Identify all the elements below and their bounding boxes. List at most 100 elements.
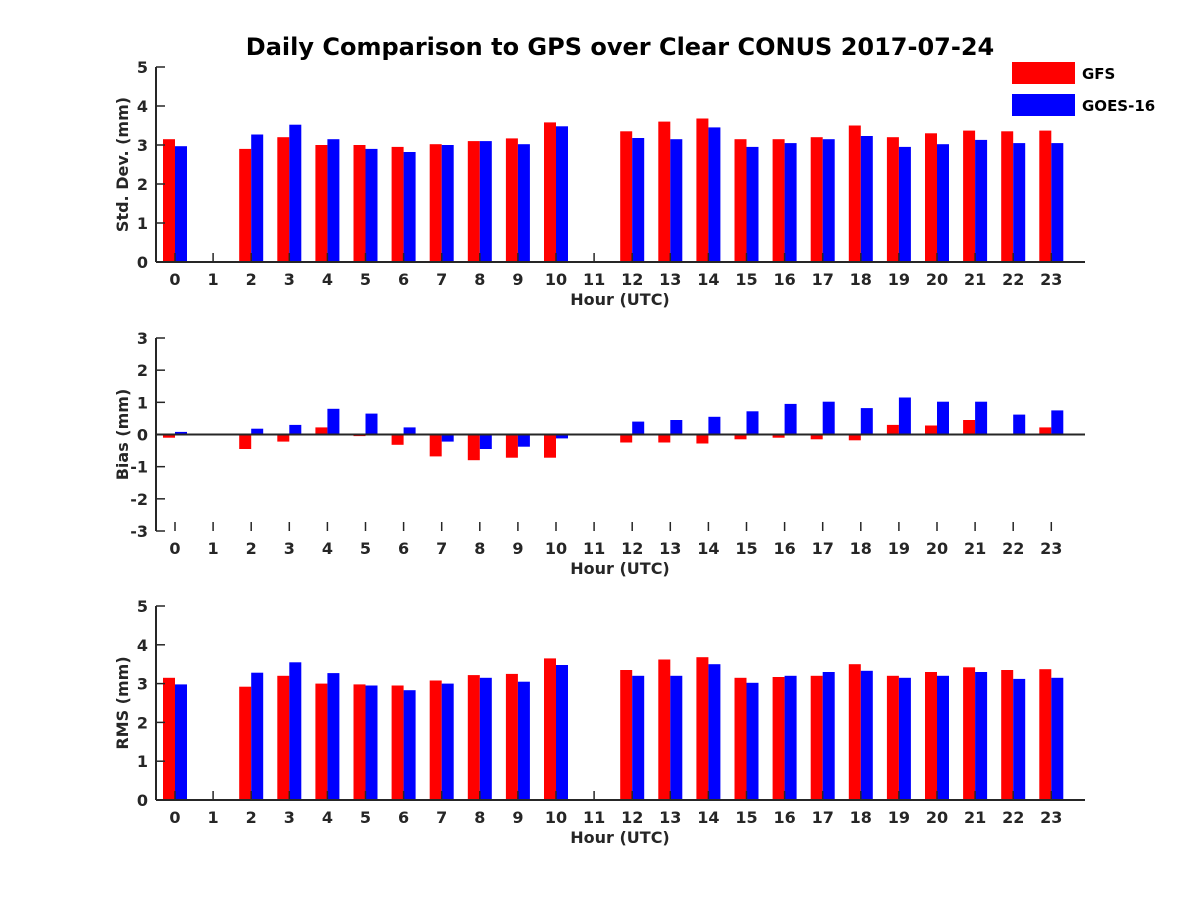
rms-bar-goes16-hour-0 — [175, 684, 187, 800]
std-dev-x-tick-label: 11 — [583, 270, 605, 289]
bias-bar-gfs-hour-3 — [277, 434, 290, 442]
bias-x-tick-label: 22 — [1002, 539, 1024, 558]
bias-x-tick-label: 2 — [246, 539, 257, 558]
std-dev-x-tick-label: 23 — [1040, 270, 1062, 289]
bias-bar-gfs-hour-7 — [429, 434, 442, 457]
bias-bar-gfs-hour-2 — [239, 434, 252, 449]
bias-x-tick-label: 21 — [964, 539, 986, 558]
std-dev-bar-goes16-hour-6 — [403, 152, 416, 262]
bias-x-tick-label: 14 — [697, 539, 719, 558]
std-dev-bar-goes16-hour-3 — [289, 124, 302, 262]
bias-bar-gfs-hour-13 — [658, 434, 671, 443]
rms-bar-goes16-hour-8 — [479, 677, 492, 800]
bias-y-tick-label: 3 — [137, 329, 148, 348]
rms-bar-goes16-hour-7 — [441, 683, 454, 800]
std-dev-bar-gfs-hour-19 — [886, 137, 899, 262]
rms-bar-gfs-hour-9 — [505, 673, 518, 800]
rms-bar-gfs-hour-7 — [429, 680, 442, 800]
std-dev-bar-goes16-hour-18 — [860, 136, 873, 262]
rms-bar-gfs-hour-8 — [467, 675, 480, 800]
bias-bar-gfs-hour-20 — [925, 425, 937, 435]
bias-x-tick-label: 5 — [360, 539, 371, 558]
rms-x-tick-label: 7 — [436, 808, 447, 827]
rms-bar-goes16-hour-14 — [708, 664, 721, 800]
std-dev-x-tick-label: 8 — [474, 270, 485, 289]
std-dev-bar-gfs-hour-14 — [696, 118, 709, 262]
rms-x-tick-label: 6 — [398, 808, 409, 827]
std-dev-y-tick-label: 1 — [137, 214, 148, 233]
std-dev-bar-goes16-hour-10 — [556, 126, 568, 262]
bias-bar-goes16-hour-20 — [937, 401, 949, 435]
std-dev-bar-goes16-hour-2 — [251, 134, 264, 262]
rms-x-tick-label: 20 — [926, 808, 948, 827]
std-dev-x-tick-label: 22 — [1002, 270, 1024, 289]
bias-x-tick-label: 4 — [322, 539, 333, 558]
rms-bar-goes16-hour-6 — [403, 690, 416, 800]
bias-bar-gfs-hour-23 — [1039, 427, 1052, 435]
std-dev-bar-gfs-hour-7 — [429, 144, 442, 262]
std-dev-bar-gfs-hour-6 — [391, 146, 404, 262]
rms-bar-gfs-hour-2 — [239, 686, 252, 800]
bias-bar-goes16-hour-0 — [175, 431, 187, 435]
bias-x-tick-label: 9 — [512, 539, 523, 558]
bias-x-tick-label: 16 — [773, 539, 795, 558]
std-dev-bar-gfs-hour-23 — [1039, 130, 1052, 262]
rms-bar-gfs-hour-17 — [810, 675, 823, 800]
rms-bar-gfs-hour-23 — [1039, 669, 1052, 800]
bias-bar-gfs-hour-21 — [963, 420, 976, 435]
bias-bar-goes16-hour-10 — [556, 434, 568, 439]
rms-bar-goes16-hour-10 — [556, 665, 568, 800]
bias-bar-gfs-hour-12 — [620, 434, 633, 443]
std-dev-x-tick-label: 17 — [812, 270, 834, 289]
std-dev-bar-goes16-hour-16 — [784, 143, 797, 262]
bias-bar-gfs-hour-15 — [734, 434, 747, 440]
std-dev-bar-goes16-hour-8 — [479, 141, 492, 262]
std-dev-bar-gfs-hour-22 — [1001, 131, 1014, 262]
rms-bar-gfs-hour-10 — [544, 658, 556, 800]
rms-bar-gfs-hour-5 — [353, 684, 366, 800]
rms-bar-gfs-hour-14 — [696, 657, 709, 800]
std-dev-bar-gfs-hour-12 — [620, 131, 633, 262]
rms-x-tick-label: 12 — [621, 808, 643, 827]
std-dev-bar-goes16-hour-20 — [937, 144, 949, 262]
std-dev-bar-goes16-hour-22 — [1013, 143, 1026, 262]
rms-x-tick-label: 5 — [360, 808, 371, 827]
rms-bar-goes16-hour-4 — [327, 673, 340, 800]
std-dev-bar-goes16-hour-9 — [517, 144, 530, 262]
std-dev-x-tick-label: 10 — [545, 270, 567, 289]
rms-bar-gfs-hour-4 — [315, 683, 328, 800]
bias-x-tick-label: 19 — [888, 539, 910, 558]
std-dev-bar-gfs-hour-3 — [277, 137, 290, 262]
std-dev-bar-gfs-hour-13 — [658, 121, 671, 262]
std-dev-bar-gfs-hour-17 — [810, 137, 823, 262]
rms-y-tick-label: 4 — [137, 636, 148, 655]
bias-x-tick-label: 8 — [474, 539, 485, 558]
std-dev-x-tick-label: 15 — [735, 270, 757, 289]
rms-bar-gfs-hour-12 — [620, 670, 633, 800]
std-dev-x-tick-label: 12 — [621, 270, 643, 289]
bias-x-tick-label: 10 — [545, 539, 567, 558]
std-dev-x-tick-label: 4 — [322, 270, 333, 289]
bias-bar-goes16-hour-14 — [708, 416, 721, 435]
bias-y-tick-label: -2 — [130, 490, 148, 509]
bias-x-tick-label: 13 — [659, 539, 681, 558]
std-dev-bar-goes16-hour-14 — [708, 127, 721, 263]
std-dev-bar-gfs-hour-20 — [925, 133, 937, 262]
rms-bar-goes16-hour-20 — [937, 675, 949, 800]
std-dev-bar-gfs-hour-2 — [239, 148, 252, 262]
rms-x-tick-label: 23 — [1040, 808, 1062, 827]
bias-x-tick-label: 0 — [169, 539, 180, 558]
rms-bar-gfs-hour-16 — [772, 677, 785, 800]
rms-x-tick-label: 2 — [246, 808, 257, 827]
rms-bar-goes16-hour-16 — [784, 675, 797, 800]
std-dev-x-tick-label: 1 — [208, 270, 219, 289]
rms-y-tick-label: 3 — [137, 675, 148, 694]
bias-x-tick-label: 11 — [583, 539, 605, 558]
rms-x-tick-label: 17 — [812, 808, 834, 827]
std-dev-bar-gfs-hour-21 — [963, 130, 976, 262]
bias-bar-goes16-hour-3 — [289, 424, 302, 435]
bias-x-tick-label: 17 — [812, 539, 834, 558]
rms-y-tick-label: 5 — [137, 597, 148, 616]
